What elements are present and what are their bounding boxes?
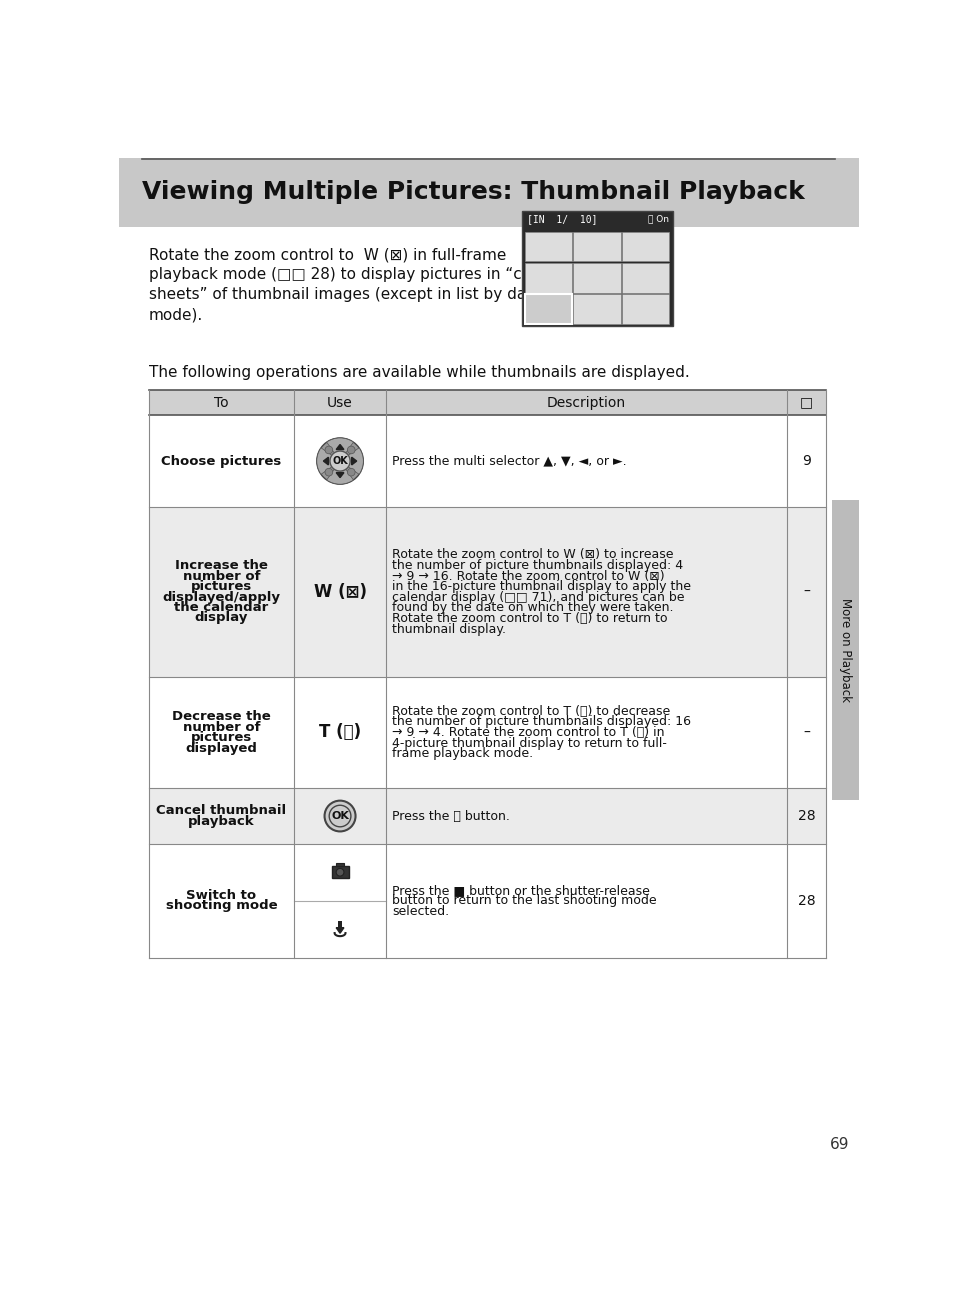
Text: the number of picture thumbnails displayed: 16: the number of picture thumbnails display… [392, 715, 690, 728]
Circle shape [325, 468, 333, 476]
Bar [332, 866, 348, 878]
Text: Switch to: Switch to [186, 890, 256, 901]
Text: the calendar: the calendar [174, 600, 269, 614]
Circle shape [330, 451, 350, 472]
Bar [149, 390, 825, 415]
Text: mode).: mode). [149, 307, 203, 322]
Text: found by the date on which they were taken.: found by the date on which they were tak… [392, 602, 673, 615]
Bar [573, 263, 620, 293]
Text: Use: Use [327, 396, 353, 410]
Circle shape [347, 468, 355, 476]
Text: calendar display (□□ 71), and pictures can be: calendar display (□□ 71), and pictures c… [392, 591, 683, 603]
Text: number of: number of [183, 570, 260, 583]
Text: 28: 28 [797, 809, 815, 823]
Text: □: □ [799, 396, 812, 410]
Circle shape [324, 800, 355, 832]
Bar [149, 788, 825, 844]
Text: 🔒 On: 🔒 On [647, 214, 668, 223]
Wedge shape [326, 438, 353, 461]
Text: shooting mode: shooting mode [166, 899, 277, 912]
Circle shape [335, 869, 344, 876]
Text: Rotate the zoom control to W (⊠) to increase: Rotate the zoom control to W (⊠) to incr… [392, 548, 673, 561]
Bar [524, 263, 571, 293]
Bar [621, 263, 669, 293]
Text: number of: number of [183, 721, 260, 733]
Circle shape [329, 805, 351, 827]
Text: display: display [194, 611, 248, 624]
Polygon shape [323, 457, 328, 465]
Bar [573, 231, 620, 261]
Text: Rotate the zoom control to T (Ⓠ) to decrease: Rotate the zoom control to T (Ⓠ) to decr… [392, 704, 670, 717]
Text: displayed/apply: displayed/apply [162, 591, 280, 603]
Text: OK: OK [332, 456, 348, 466]
Text: displayed: displayed [186, 741, 257, 754]
Text: → 9 → 4. Rotate the zoom control to T (Ⓠ) in: → 9 → 4. Rotate the zoom control to T (Ⓠ… [392, 725, 664, 738]
Wedge shape [339, 448, 363, 474]
Text: selected.: selected. [392, 905, 449, 918]
Bar [831, 499, 858, 800]
Polygon shape [335, 928, 344, 933]
Text: To: To [214, 396, 229, 410]
Text: Decrease the: Decrease the [172, 711, 271, 724]
Text: in the 16-picture thumbnail display to apply the: in the 16-picture thumbnail display to a… [392, 581, 690, 593]
Text: More on Playback: More on Playback [838, 598, 851, 702]
Text: Description: Description [546, 396, 625, 410]
Bar [521, 210, 673, 326]
Text: frame playback mode.: frame playback mode. [392, 748, 533, 761]
Wedge shape [326, 461, 353, 484]
Bar [573, 294, 620, 325]
Bar [524, 231, 571, 261]
Text: → 9 → 16. Rotate the zoom control to W (⊠): → 9 → 16. Rotate the zoom control to W (… [392, 569, 664, 582]
Bar [524, 294, 571, 325]
Text: pictures: pictures [191, 581, 252, 593]
Text: Increase the: Increase the [175, 560, 268, 573]
Bar [621, 294, 669, 325]
Text: pictures: pictures [191, 731, 252, 744]
Text: 4-picture thumbnail display to return to full-: 4-picture thumbnail display to return to… [392, 737, 666, 749]
Text: 28: 28 [797, 894, 815, 908]
Bar [149, 507, 825, 677]
Text: –: – [802, 725, 809, 740]
Text: [IN  1/  10]: [IN 1/ 10] [526, 214, 597, 223]
Text: Viewing Multiple Pictures: Thumbnail Playback: Viewing Multiple Pictures: Thumbnail Pla… [142, 180, 804, 205]
Bar [337, 921, 341, 928]
Bar [335, 863, 344, 866]
Bar [149, 844, 825, 958]
Text: 69: 69 [829, 1138, 849, 1152]
Text: T (Ⓠ): T (Ⓠ) [318, 724, 361, 741]
Text: playback mode (□□ 28) to display pictures in “contact: playback mode (□□ 28) to display picture… [149, 267, 570, 283]
Text: W (⊠): W (⊠) [314, 583, 366, 600]
Text: OK: OK [331, 811, 349, 821]
Bar [524, 294, 571, 325]
Text: Press the ■ button or the shutter-release: Press the ■ button or the shutter-releas… [392, 883, 649, 896]
Text: 9: 9 [801, 455, 810, 468]
Text: Press the multi selector ▲, ▼, ◄, or ►.: Press the multi selector ▲, ▼, ◄, or ►. [392, 455, 626, 468]
Text: Choose pictures: Choose pictures [161, 455, 281, 468]
Text: The following operations are available while thumbnails are displayed.: The following operations are available w… [149, 365, 689, 380]
Bar [119, 158, 858, 227]
Bar [149, 415, 825, 507]
Bar [149, 677, 825, 788]
Polygon shape [352, 457, 356, 465]
Text: thumbnail display.: thumbnail display. [392, 623, 505, 636]
Circle shape [325, 445, 333, 453]
Polygon shape [335, 444, 344, 449]
Text: Rotate the zoom control to  W (⊠) in full-frame: Rotate the zoom control to W (⊠) in full… [149, 247, 505, 261]
Circle shape [347, 445, 355, 453]
Polygon shape [335, 473, 344, 477]
Bar [621, 231, 669, 261]
Text: sheets” of thumbnail images (except in list by date: sheets” of thumbnail images (except in l… [149, 286, 541, 302]
Text: Cancel thumbnail: Cancel thumbnail [156, 804, 286, 817]
Circle shape [316, 438, 363, 484]
Text: Press the ⓪ button.: Press the ⓪ button. [392, 809, 509, 823]
Text: –: – [802, 585, 809, 599]
Text: button to return to the last shooting mode: button to return to the last shooting mo… [392, 895, 656, 907]
Wedge shape [316, 448, 339, 474]
Text: the number of picture thumbnails displayed: 4: the number of picture thumbnails display… [392, 558, 682, 572]
Text: Rotate the zoom control to T (Ⓠ) to return to: Rotate the zoom control to T (Ⓠ) to retu… [392, 612, 667, 625]
Text: playback: playback [188, 815, 254, 828]
